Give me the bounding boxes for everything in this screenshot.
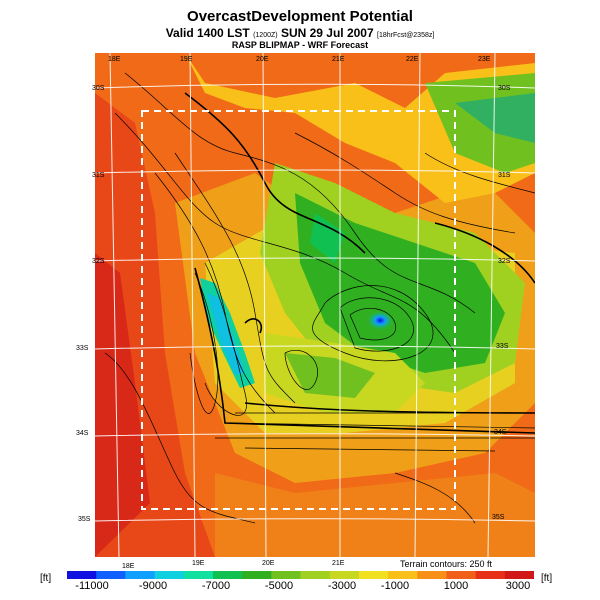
legend-tick: -3000 — [327, 580, 357, 592]
lon-label-bottom: 20E — [262, 560, 275, 567]
lon-label-top: 22E — [406, 56, 419, 63]
chart-subtitle: RASP BLIPMAP - WRF Forecast — [231, 40, 369, 50]
lat-label-right: 31S — [498, 172, 511, 179]
color-scale-swatch — [125, 571, 156, 579]
legend-tick: 3000 — [505, 580, 531, 592]
lat-label-right: 35S — [492, 514, 505, 521]
lon-label-top: 19E — [180, 56, 193, 63]
lon-label-top: 20E — [256, 56, 269, 63]
legend-unit-left: [ft] — [40, 573, 52, 584]
color-scale-swatch — [154, 571, 185, 579]
legend-tick: -5000 — [264, 580, 294, 592]
legend-tick: -7000 — [201, 580, 231, 592]
legend-unit-right: [ft] — [541, 573, 553, 584]
lat-label-left: 33S — [76, 345, 89, 352]
color-scale-bar — [67, 571, 534, 579]
inner-domain-box — [141, 110, 456, 510]
lat-label-left: 34S — [76, 430, 89, 437]
lat-label-right: 33S — [496, 343, 509, 350]
valid-time: Valid 1400 LST (1200Z) SUN 29 Jul 2007 [… — [165, 26, 435, 40]
lon-label-bottom: 18E — [122, 563, 135, 570]
color-scale-swatch — [329, 571, 360, 579]
color-scale-swatch — [96, 571, 126, 579]
color-scale-swatch — [446, 571, 477, 579]
color-scale-swatch — [242, 571, 272, 579]
forecast-map — [95, 53, 535, 557]
lat-label-left: 32S — [92, 258, 105, 265]
lon-label-top: 18E — [108, 56, 121, 63]
color-scale-swatch — [504, 571, 534, 579]
chart-title: OvercastDevelopment Potential — [187, 8, 413, 25]
color-scale-swatch — [300, 571, 331, 579]
legend-tick: -9000 — [138, 580, 168, 592]
latlon-grid — [95, 53, 535, 557]
legend-tick: 1000 — [443, 580, 469, 592]
color-scale-swatch — [358, 571, 389, 579]
lon-label-bottom: 21E — [332, 560, 345, 567]
color-scale-swatch — [271, 571, 301, 579]
legend-tick: -11000 — [75, 580, 109, 592]
lat-label-right: 34S — [494, 429, 507, 436]
color-scale-swatch — [212, 571, 243, 579]
lat-label-left: 35S — [78, 516, 91, 523]
lat-label-left: 31S — [92, 172, 105, 179]
lon-label-top: 21E — [332, 56, 345, 63]
lon-label-bottom: 19E — [192, 560, 205, 567]
color-scale-swatch — [388, 571, 418, 579]
legend-tick: -1000 — [380, 580, 410, 592]
color-scale-swatch — [67, 571, 97, 579]
terrain-contour-note: Terrain contours: 250 ft — [400, 559, 493, 569]
terrain-contours — [104, 72, 535, 524]
lat-label-right: 32S — [498, 258, 511, 265]
lat-label-right: 30S — [498, 85, 511, 92]
color-scale-swatch — [475, 571, 506, 579]
terrain-contours-major — [184, 92, 535, 434]
lat-label-left: 30S — [92, 85, 105, 92]
lon-label-top: 23E — [478, 56, 491, 63]
color-scale-swatch — [417, 571, 447, 579]
color-scale-swatch — [183, 571, 214, 579]
